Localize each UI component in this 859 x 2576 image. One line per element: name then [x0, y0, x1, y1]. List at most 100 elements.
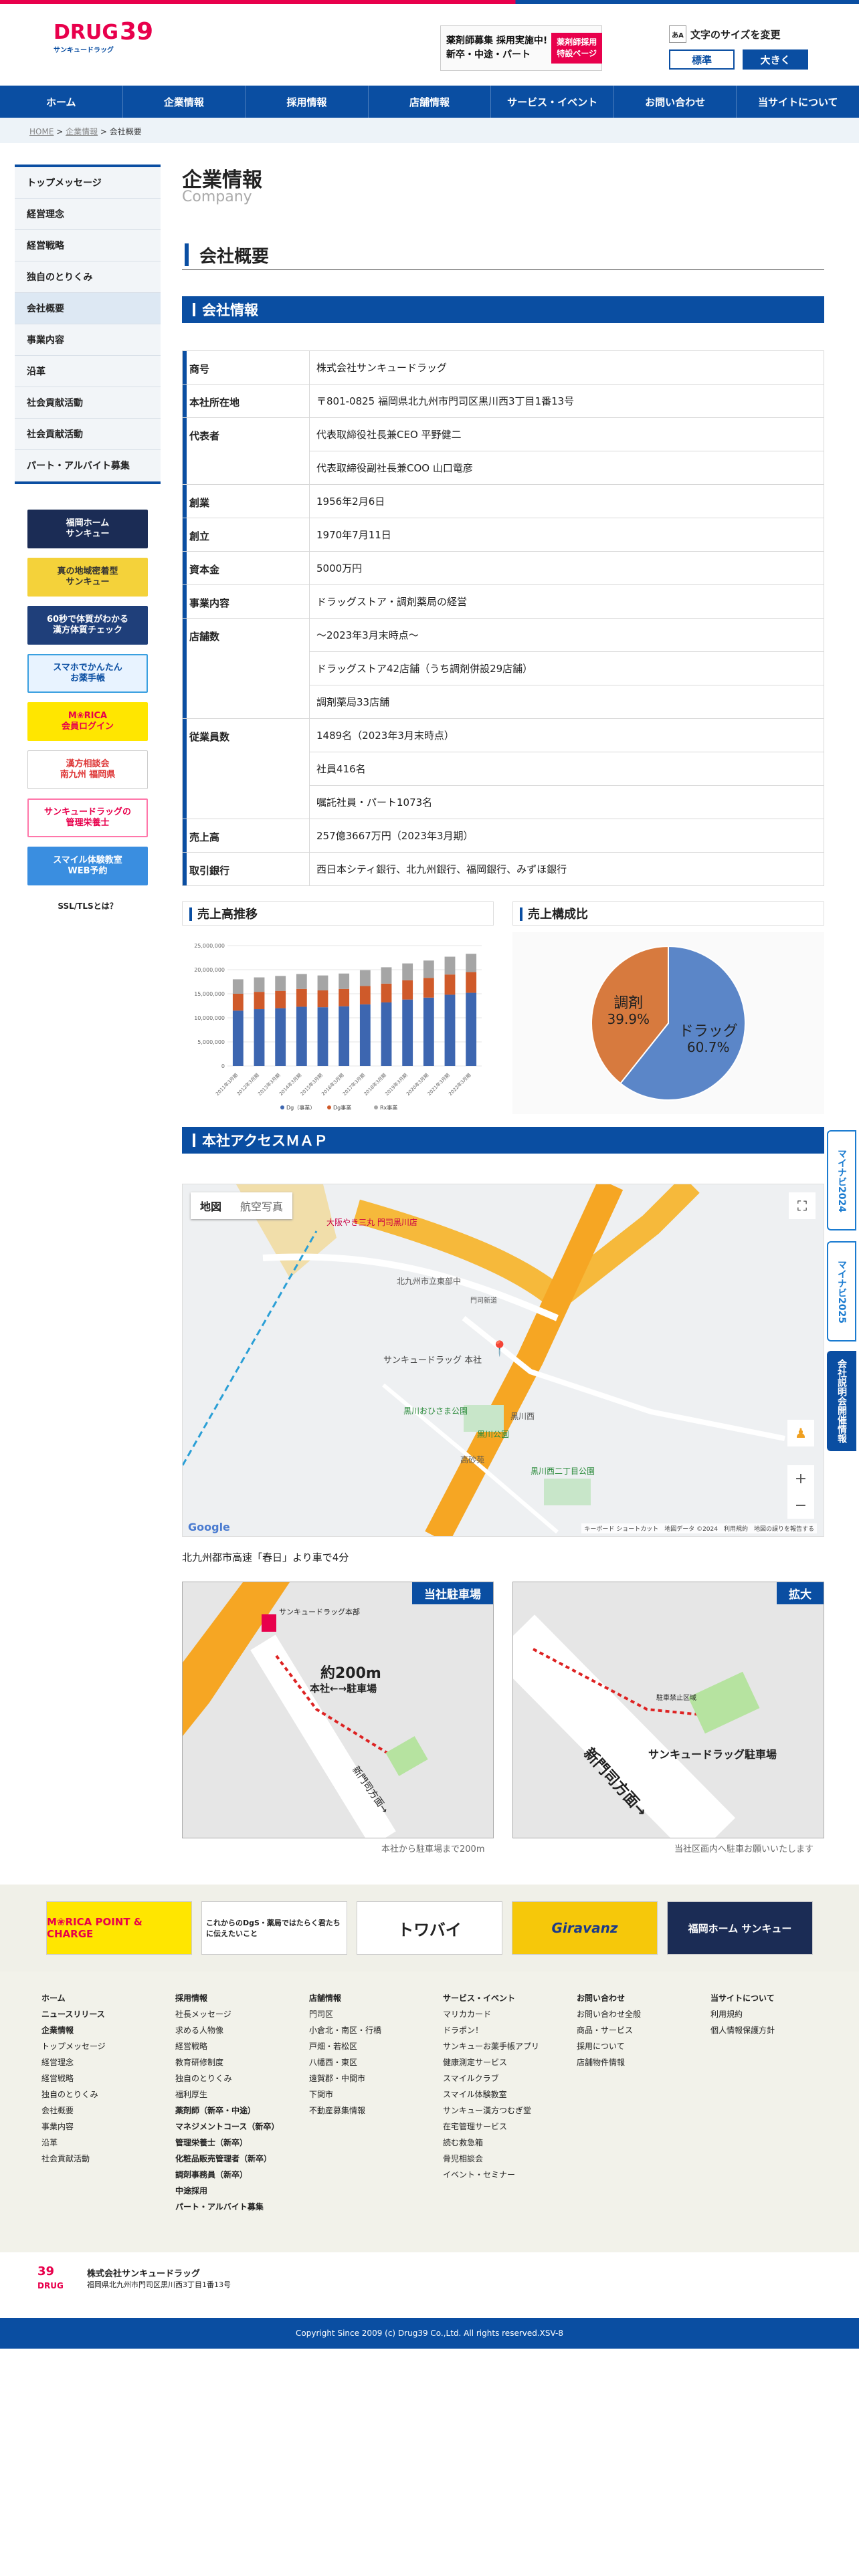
mynavi-2024-tab[interactable]: マイナビ2024: [827, 1130, 856, 1230]
nav-home[interactable]: ホーム: [0, 86, 123, 118]
nav-about-site[interactable]: 当サイトについて: [757, 96, 838, 108]
footer-link[interactable]: 採用について: [577, 2042, 625, 2051]
footer-link[interactable]: 戸畑・若松区: [309, 2042, 358, 2051]
footer-link[interactable]: トップメッセージ: [41, 2042, 106, 2051]
footer-link[interactable]: 沿革: [41, 2138, 58, 2147]
footer-link[interactable]: イベント・セミナー: [443, 2170, 516, 2179]
footer-link[interactable]: 店舗物件情報: [577, 2058, 626, 2067]
footer-link[interactable]: ドラポン！: [443, 2026, 484, 2035]
site-logo[interactable]: DRUG 39 サンキュードラッグ: [54, 20, 153, 74]
footer-link[interactable]: お問い合わせ全般: [577, 2010, 642, 2019]
recruit-banner[interactable]: 薬剤師募集 採用実施中! 新卒・中途・パート 薬剤師採用 特設ページ: [440, 25, 603, 71]
footer-link[interactable]: ホーム: [41, 1994, 66, 2003]
nav-recruit[interactable]: 採用情報: [246, 86, 369, 118]
footer-link[interactable]: 化粧品販売管理者（新卒）: [175, 2154, 272, 2163]
footer-link[interactable]: 個人情報保護方針: [710, 2026, 775, 2035]
footer-link[interactable]: 会社概要: [41, 2106, 74, 2115]
footer-link[interactable]: 利用規約: [710, 2010, 743, 2019]
footer-link[interactable]: 小倉北・南区・行橋: [309, 2026, 382, 2035]
footer-link[interactable]: 読む救急箱: [443, 2138, 484, 2147]
footer-link[interactable]: マリカカード: [443, 2010, 492, 2019]
footer-link[interactable]: 経営戦略: [41, 2074, 74, 2083]
footer-link[interactable]: マネジメントコース（新卒）: [175, 2122, 280, 2131]
footer-link[interactable]: 不動産募集情報: [309, 2106, 366, 2115]
banner-marica-charge[interactable]: M❀RICA POINT & CHARGE: [46, 1901, 192, 1955]
zoom-in-icon[interactable]: +: [794, 1470, 807, 1487]
font-large-button[interactable]: 大きく: [743, 49, 808, 70]
footer-link[interactable]: 門司区: [309, 2010, 334, 2019]
footer-link[interactable]: 調剤事務員（新卒）: [175, 2170, 248, 2179]
zoom-out-icon[interactable]: −: [794, 1497, 807, 1514]
street-view-icon[interactable]: ♟: [787, 1420, 814, 1446]
nav-company[interactable]: 企業情報: [123, 86, 246, 118]
footer-link[interactable]: サンキュー漢方つむぎ堂: [443, 2106, 532, 2115]
footer-link[interactable]: 企業情報: [41, 2026, 74, 2035]
footer-link[interactable]: 求める人物像: [175, 2026, 224, 2035]
footer-link[interactable]: お問い合わせ: [577, 1994, 626, 2003]
breadcrumb-company[interactable]: 企業情報: [66, 127, 98, 136]
footer-link[interactable]: 社長メッセージ: [175, 2010, 231, 2019]
enlarge-tag[interactable]: 拡大: [777, 1582, 824, 1604]
footer-link[interactable]: 経営理念: [41, 2058, 74, 2067]
map-pin-icon[interactable]: 📍: [490, 1341, 509, 1358]
fullscreen-icon[interactable]: ⛶: [789, 1192, 816, 1219]
map-tab-map[interactable]: 地図: [200, 1200, 222, 1213]
banner-fukuoka-home-bottom[interactable]: 福岡ホーム サンキュー: [667, 1901, 813, 1955]
briefing-session-tab[interactable]: 会社説明会開催情報: [827, 1351, 856, 1451]
banner-giravanz[interactable]: Giravanz: [512, 1901, 658, 1955]
ssl-link[interactable]: SSL/TLSとは？: [58, 901, 118, 911]
footer-link[interactable]: 社会貢献活動: [41, 2154, 90, 2163]
footer-link[interactable]: 骨児相談会: [443, 2154, 484, 2163]
footer-link[interactable]: 遠賀郡・中間市: [309, 2074, 366, 2083]
access-map[interactable]: 地図 航空写真 ⛶ 大阪やき三丸 門司黒川店 北九州市立東部中 門司新道 📍 サ…: [182, 1184, 824, 1537]
footer-link[interactable]: 健康測定サービス: [443, 2058, 508, 2067]
footer-link[interactable]: ニュースリリース: [41, 2010, 105, 2019]
footer-link[interactable]: 経営戦略: [175, 2042, 208, 2051]
banner-marica-login[interactable]: M❀RICA 会員ログイン: [27, 702, 148, 741]
banner-fukuoka-home[interactable]: 福岡ホーム サンキュー: [27, 510, 148, 548]
footer-link[interactable]: サービス・イベント: [443, 1994, 516, 2003]
banner-dgs-message[interactable]: これからのDgS・薬局ではたらく君たちに伝えたいこと: [201, 1901, 347, 1955]
footer-link[interactable]: パート・アルバイト募集: [175, 2202, 264, 2212]
parking-map-left[interactable]: 当社駐車場 サンキュードラッグ本部 約200m 本社←→駐車場 新門司方面→: [182, 1582, 494, 1838]
footer-link[interactable]: 八幡西・東区: [309, 2058, 358, 2067]
breadcrumb-home[interactable]: HOME: [29, 127, 54, 136]
nav-services[interactable]: サービス・イベント: [491, 86, 614, 118]
banner-medicine-notebook[interactable]: スマホでかんたん お薬手帳: [27, 654, 148, 693]
footer-link[interactable]: 福利厚生: [175, 2090, 208, 2099]
sidebar-item-strategy[interactable]: 経営戦略: [15, 230, 161, 261]
sidebar-item-initiatives[interactable]: 独自のとりくみ: [15, 261, 161, 293]
sidebar-item-parttime[interactable]: パート・アルバイト募集: [15, 450, 161, 481]
font-standard-button[interactable]: 標準: [669, 49, 735, 70]
footer-link[interactable]: 商品・サービス: [577, 2026, 634, 2035]
footer-link[interactable]: 採用情報: [175, 1994, 208, 2003]
parking-map-right[interactable]: 拡大 駐車禁止区域 サンキュードラッグ駐車場 新門司方面→: [512, 1582, 824, 1838]
footer-link[interactable]: 教育研修制度: [175, 2058, 224, 2067]
footer-link[interactable]: 薬剤師（新卒・中途）: [175, 2106, 256, 2115]
footer-link[interactable]: 事業内容: [41, 2122, 74, 2131]
sidebar-item-philosophy[interactable]: 経営理念: [15, 199, 161, 230]
footer-logo[interactable]: 39 DRUG: [37, 2264, 78, 2291]
banner-smile-class[interactable]: スマイル体験教室 WEB予約: [27, 847, 148, 885]
nav-contact[interactable]: お問い合わせ: [614, 86, 737, 118]
footer-link[interactable]: 店舗情報: [309, 1994, 342, 2003]
banner-community[interactable]: 真の地域密着型 サンキュー: [27, 558, 148, 597]
footer-link[interactable]: 下関市: [309, 2090, 334, 2099]
footer-link[interactable]: 当サイトについて: [710, 1994, 775, 2003]
sidebar-item-business[interactable]: 事業内容: [15, 324, 161, 356]
footer-link[interactable]: スマイル体験教室: [443, 2090, 507, 2099]
mynavi-2025-tab[interactable]: マイナビ2025: [827, 1241, 856, 1341]
sidebar-item-overview[interactable]: 会社概要: [15, 293, 161, 324]
sidebar-item-csr-2[interactable]: 社会貢献活動: [15, 419, 161, 450]
sidebar-item-history[interactable]: 沿革: [15, 356, 161, 387]
sidebar-item-top-message[interactable]: トップメッセージ: [15, 167, 161, 199]
nav-stores[interactable]: 店舗情報: [369, 86, 492, 118]
recruit-special-button[interactable]: 薬剤師採用 特設ページ: [551, 33, 603, 64]
banner-towabai[interactable]: トワバイ: [357, 1901, 502, 1955]
footer-link[interactable]: 管理栄養士（新卒）: [175, 2138, 248, 2147]
banner-dietitian[interactable]: サンキュードラッグの 管理栄養士: [27, 798, 148, 837]
footer-link[interactable]: 独自のとりくみ: [175, 2074, 232, 2083]
footer-link[interactable]: 在宅管理サービス: [443, 2122, 508, 2131]
banner-kampo-check[interactable]: 60秒で体質がわかる 漢方体質チェック: [27, 606, 148, 645]
map-footer-links[interactable]: キーボード ショートカット 地図データ ©2024 利用規約 地図の誤りを報告す…: [581, 1523, 817, 1533]
